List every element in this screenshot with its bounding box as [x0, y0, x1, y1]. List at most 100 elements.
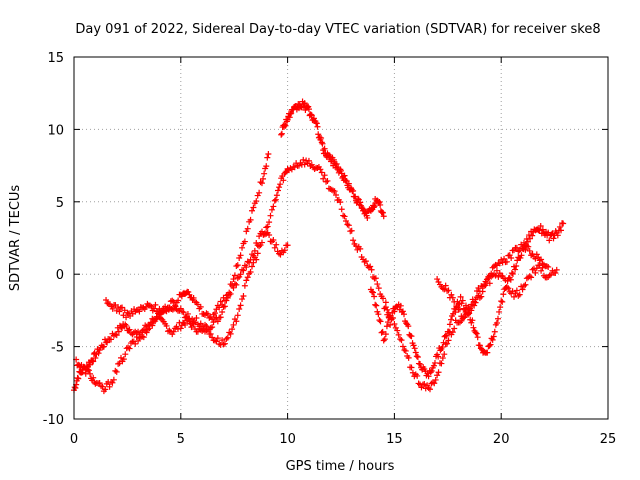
data-point [377, 318, 384, 325]
data-point [167, 298, 174, 305]
data-point [103, 297, 110, 303]
data-point [321, 172, 328, 179]
series-sat-e [367, 220, 567, 380]
data-point [448, 291, 455, 298]
data-point [250, 252, 257, 259]
data-point [314, 164, 321, 171]
data-point [291, 164, 298, 171]
data-point [268, 206, 275, 213]
data-point [261, 170, 268, 177]
data-point [260, 175, 267, 182]
data-point [281, 121, 288, 128]
data-point [270, 203, 277, 210]
data-point [227, 290, 234, 297]
data-point [87, 361, 94, 368]
data-point [497, 304, 504, 311]
y-tick-label: 15 [47, 51, 64, 66]
data-point [317, 166, 324, 173]
data-point [229, 326, 236, 333]
data-point [350, 187, 357, 194]
data-point [556, 223, 563, 230]
chart-title: Day 091 of 2022, Sidereal Day-to-day VTE… [75, 22, 600, 37]
data-point [305, 157, 312, 164]
data-point [490, 333, 497, 340]
data-point [528, 274, 535, 281]
y-tick-label: 5 [56, 196, 64, 211]
data-point [219, 301, 226, 308]
data-point [427, 369, 434, 376]
data-point [380, 337, 387, 344]
data-point [177, 305, 184, 312]
data-point [204, 326, 211, 333]
data-point [554, 232, 561, 239]
data-point [445, 287, 452, 294]
data-point [267, 212, 274, 219]
data-point [234, 262, 241, 269]
data-point [513, 287, 520, 294]
data-point [221, 297, 228, 304]
data-point [348, 227, 355, 234]
data-point [241, 282, 248, 289]
data-point [460, 305, 467, 312]
data-point [415, 380, 422, 387]
data-point [428, 367, 435, 374]
data-point [370, 274, 377, 281]
data-point [500, 291, 507, 298]
data-points [71, 98, 567, 395]
data-point [377, 201, 384, 208]
data-point [513, 262, 520, 269]
data-point [324, 177, 331, 184]
data-point [211, 310, 218, 317]
data-point [481, 282, 488, 289]
data-point [265, 151, 272, 158]
data-point [308, 111, 315, 118]
data-point [491, 328, 498, 335]
data-point [146, 325, 153, 332]
data-point [501, 255, 508, 262]
data-point [152, 301, 159, 308]
data-point [520, 239, 527, 246]
data-point [224, 334, 231, 341]
data-point [271, 244, 278, 251]
data-point [417, 361, 424, 368]
data-point [381, 305, 388, 312]
data-point [438, 360, 445, 367]
data-point [371, 293, 378, 300]
data-point [449, 294, 456, 301]
data-point [439, 355, 446, 362]
data-point [282, 169, 289, 176]
data-point [442, 282, 449, 289]
data-point [364, 214, 371, 221]
data-point [470, 324, 477, 331]
y-tick-label: 0 [56, 268, 64, 283]
data-point [330, 156, 337, 163]
data-point [230, 284, 237, 291]
data-point [182, 321, 189, 328]
data-point [135, 337, 142, 344]
data-point [85, 367, 92, 374]
data-point [517, 254, 524, 261]
data-point [552, 269, 559, 276]
data-point [402, 347, 409, 354]
data-point [305, 106, 312, 113]
data-point [271, 197, 278, 204]
series-sat-d [278, 98, 387, 221]
data-point [398, 337, 405, 344]
data-point [170, 328, 177, 335]
data-point [508, 270, 515, 277]
data-point [109, 379, 116, 386]
data-point [209, 334, 216, 341]
data-point [209, 316, 216, 323]
data-point [536, 227, 543, 234]
data-point [126, 326, 133, 333]
data-point [352, 242, 359, 249]
data-point [489, 336, 496, 343]
data-point [274, 187, 281, 194]
data-point [375, 285, 382, 292]
data-point [448, 316, 455, 323]
data-point [558, 227, 565, 234]
data-point [380, 213, 387, 220]
data-point [376, 317, 383, 324]
data-point [439, 343, 446, 350]
data-point [434, 372, 441, 379]
